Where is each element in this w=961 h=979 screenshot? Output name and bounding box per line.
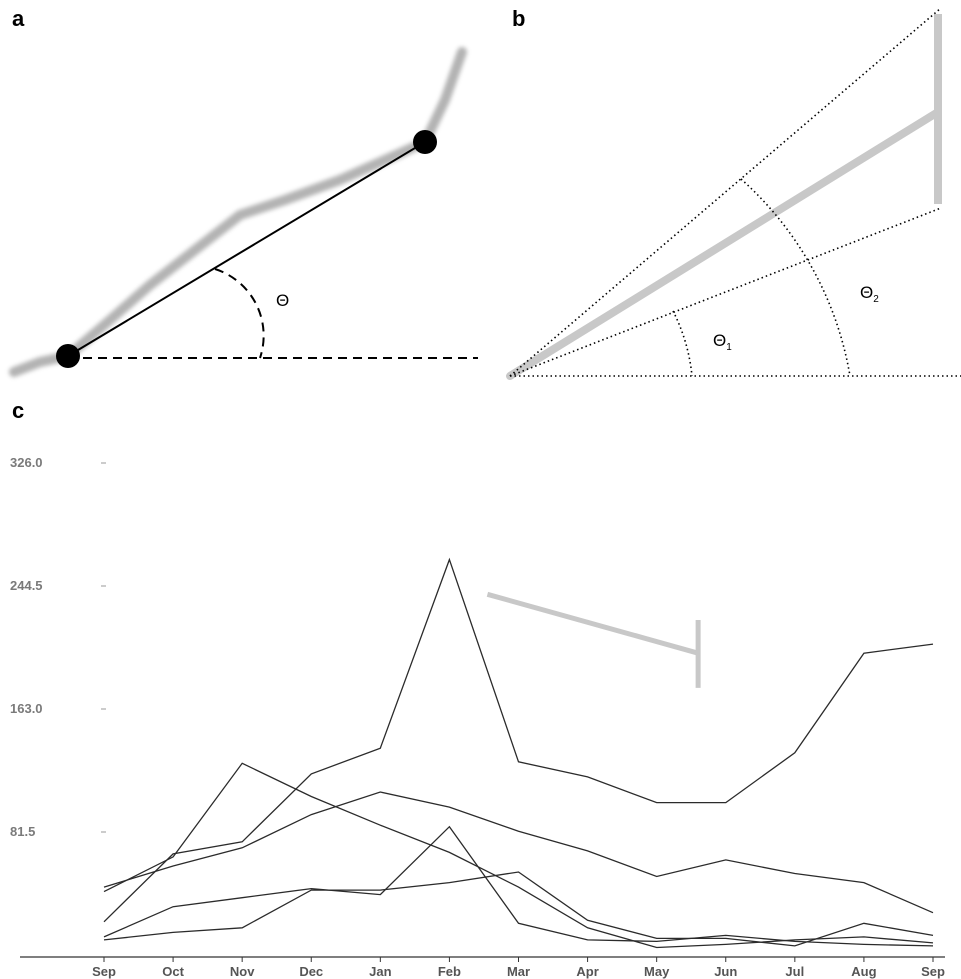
x-tick-label: Aug: [851, 964, 876, 979]
panel-b-angle1-arc: [672, 310, 693, 377]
series-line-3: [103, 791, 934, 914]
x-tick-label: Dec: [299, 964, 323, 979]
panel-b-angle2-label: Θ2: [860, 283, 879, 305]
x-tick-label: Oct: [162, 964, 184, 979]
x-tick-label: Jun: [714, 964, 737, 979]
series-line-5: [103, 871, 934, 947]
series-line-4: [103, 825, 934, 947]
panel-a-angle-label: Θ: [276, 291, 289, 310]
series-line-2: [103, 762, 934, 949]
x-tick-label: Sep: [92, 964, 116, 979]
panel-a-diagram: Θ: [9, 47, 478, 377]
diagram-ab: Θ Θ1 Θ2: [9, 7, 961, 380]
y-tick-label: 81.5: [10, 824, 35, 839]
panel-a-segment: [67, 141, 426, 357]
panel-a-start-point: [56, 344, 80, 368]
highlight-marker-line: [486, 591, 699, 656]
panel-b-angle1-subscript: 1: [726, 342, 732, 353]
panel-b-angle2-symbol: Θ: [860, 283, 873, 302]
y-tick-label: 163.0: [10, 701, 43, 716]
panel-b-angle2-subscript: 2: [873, 294, 879, 305]
panel-b-angle1-label: Θ1: [713, 331, 732, 353]
panel-b-lower-ray: [509, 207, 942, 377]
series-line-1: [103, 557, 934, 923]
x-tick-label: Jul: [785, 964, 804, 979]
panel-a-angle-arc: [214, 268, 265, 359]
x-tick-label: Nov: [230, 964, 255, 979]
x-tick-label: Sep: [921, 964, 945, 979]
panel-a-end-point: [413, 130, 437, 154]
panel-b-angle2-arc: [740, 178, 851, 377]
x-tick-label: May: [644, 964, 670, 979]
x-tick-label: Mar: [507, 964, 530, 979]
panel-b-diagram: Θ1 Θ2: [506, 7, 961, 380]
panel-label-c: c: [12, 398, 25, 423]
x-tick-label: Apr: [576, 964, 598, 979]
y-tick-label: 244.5: [10, 578, 43, 593]
panel-b-angle1-symbol: Θ: [713, 331, 726, 350]
panel-b-highlight-line: [506, 108, 942, 380]
panel-label-a: a: [12, 6, 25, 31]
y-tick-label: 326.0: [10, 455, 43, 470]
x-tick-label: Feb: [438, 964, 461, 979]
panel-label-b: b: [512, 6, 526, 31]
x-tick-label: Jan: [369, 964, 391, 979]
